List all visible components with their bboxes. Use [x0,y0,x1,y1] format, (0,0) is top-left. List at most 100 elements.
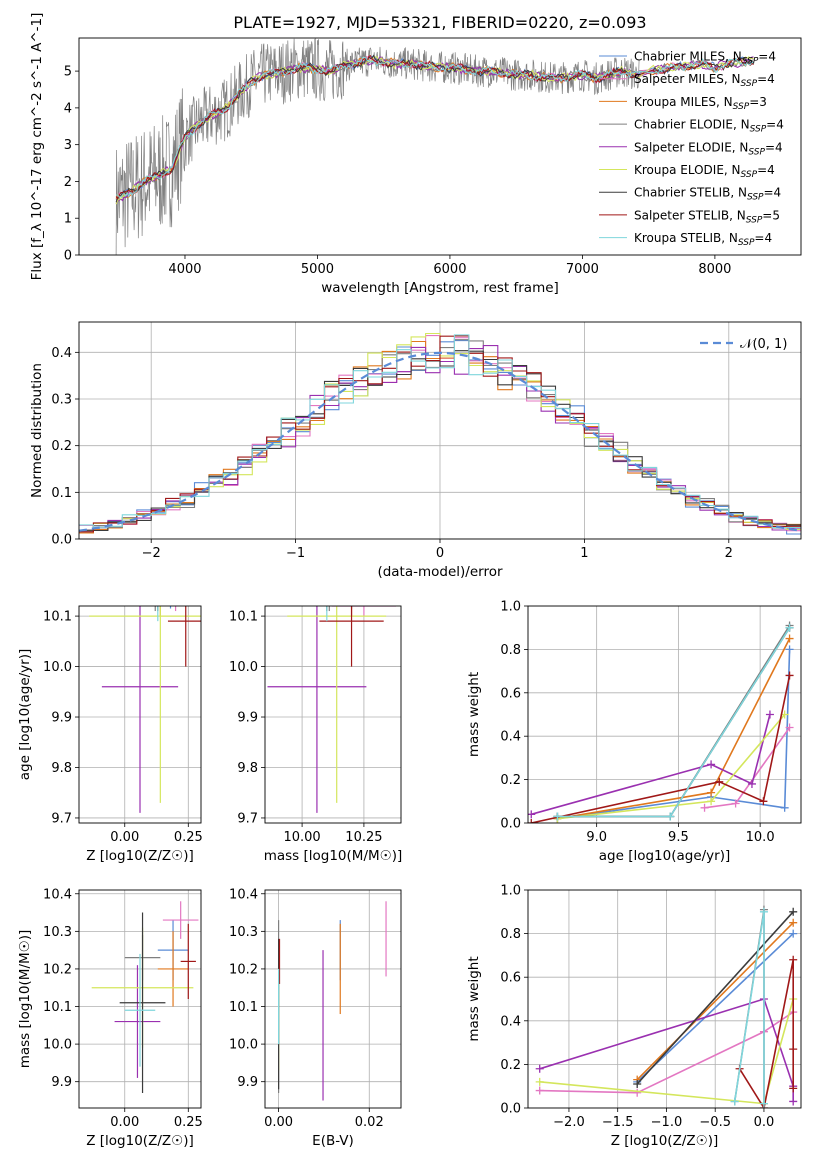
y-tick-label: 9.9 [237,1075,258,1090]
weight-marker [759,907,768,916]
y-tick-label: 10.2 [43,962,72,977]
x-tick-label: 10.0 [746,830,775,845]
legend-label: Chabrier MILES, NSSP=4 [634,50,776,67]
legend-label: Salpeter STELIB, NSSP=5 [634,208,780,225]
weight-line-kroupa-miles [636,922,794,1081]
x-tick-label: 1 [580,546,588,561]
weight-line-salpeter-miles [539,1011,794,1094]
y-tick-label: 10.0 [229,660,258,675]
y-tick-label: 0.8 [500,927,521,942]
y-tick-label: 10.4 [43,887,72,902]
y-tick-label: 5 [64,65,72,80]
weight-line-chabrier-stelib [557,627,791,818]
y-tick-label: 10.4 [229,887,258,902]
plot-area [79,322,801,539]
legend-label: Kroupa STELIB, NSSP=4 [634,231,772,248]
plot-area [528,890,801,1108]
y-tick-label: 10.0 [229,1038,258,1053]
panel-mass-vs-Z: 0.00 0.25 9.9 10.0 10.1 10.2 10.3 10.4 Z [log10(… [17,887,203,1149]
y-tick-label: 1.0 [500,884,521,899]
weight-marker [528,810,536,819]
y-tick-label: 10.3 [43,925,72,940]
legend-label: Kroupa ELODIE, NSSP=4 [634,163,775,180]
weight-line-chabrier-elodie [557,625,791,818]
weight-marker [535,1064,544,1073]
weight-marker [759,1099,768,1108]
legend-label: Salpeter ELODIE, NSSP=4 [634,140,783,157]
weight-line-salpeter-stelib [738,959,794,1108]
weight-marker [535,1086,544,1095]
x-axis-label: (data-model)/error [377,564,503,580]
x-tick-label: 6000 [433,262,466,277]
panel-weight-vs-Z: −2.0 −1.5 −1.0 −0.5 0.0 0.0 0.2 0.4 0.6 0.8 1.0 Z [… [466,884,802,1149]
axes-frame [78,605,202,824]
panel-mass-vs-EBV: 0.00 0.02 9.9 10.0 10.1 10.2 10.3 10.4 E(B-V) [229,887,402,1149]
weight-marker [785,623,794,632]
x-tick-label: 9.0 [586,830,607,845]
y-tick-label: 0.0 [51,533,72,548]
y-tick-label: 10.2 [229,962,258,977]
plot-area [528,606,801,823]
y-tick-label: 0.3 [51,393,72,408]
weight-marker [747,779,756,788]
plot-area [265,606,401,823]
axes-frame [527,889,802,1109]
panel-age-vs-mass: 10.00 10.25 9.7 9.8 9.9 10.0 10.1 mass [log10(M… [229,605,402,864]
y-tick-label: 10.0 [43,660,72,675]
normal-curve [79,351,801,532]
y-tick-label: 0.0 [500,1102,521,1117]
y-tick-label: 9.8 [237,761,258,776]
x-tick-label: −0.5 [699,1115,731,1130]
x-tick-label: 0.00 [264,1115,293,1130]
x-tick-label: 0.00 [110,1115,139,1130]
weight-marker [707,760,716,769]
axes-frame [264,889,402,1109]
x-axis-label: wavelength [Angstrom, rest frame] [321,280,559,296]
legend-label: 𝒩(0, 1) [740,337,787,352]
figure-title: PLATE=1927, MJD=53321, FIBERID=0220, z=0… [233,13,646,32]
y-axis-label: Normed distribution [29,363,45,498]
weight-marker [789,1045,798,1054]
y-tick-label: 0.0 [500,817,521,832]
y-tick-label: 9.7 [237,811,258,826]
x-tick-label: −1.0 [651,1115,683,1130]
weight-line-chabrier-miles [557,649,791,820]
y-tick-label: 0.4 [500,730,521,745]
axes-frame [78,889,202,1109]
y-axis-label: age [log10(age/yr)] [17,649,33,781]
x-tick-label: 10.25 [345,830,382,845]
x-axis-label: Z [log10(Z/Z☉)] [611,1133,719,1149]
panel-residuals: −2 −1 0 1 2 0.0 0.1 0.2 0.3 0.4 (data-model)/error… [29,321,802,580]
x-tick-label: 0 [436,546,444,561]
axes-frame [78,37,802,256]
weight-marker [535,1077,544,1086]
y-tick-label: 10.1 [229,1000,258,1015]
y-tick-label: 9.9 [237,711,258,726]
plot-area [79,890,201,1108]
panel-weight-vs-age: 9.0 9.5 10.0 0.0 0.2 0.4 0.6 0.8 1.0 age [log10(a… [466,600,802,864]
weight-line-salpeter-stelib [531,675,791,823]
x-axis-label: Z [log10(Z/Z☉)] [86,1133,194,1149]
weight-marker [700,803,709,812]
weight-marker [789,1084,798,1093]
x-tick-label: −2.0 [553,1115,585,1130]
weight-line-kroupa-stelib [557,627,791,818]
weight-marker [759,797,768,806]
y-tick-label: 10.0 [43,1038,72,1053]
x-tick-label: 9.5 [668,830,689,845]
y-tick-label: 0.4 [500,1014,521,1029]
y-tick-label: 1.0 [500,600,521,615]
y-tick-label: 4 [64,101,72,116]
x-tick-label: −1.5 [602,1115,634,1130]
weight-marker [715,777,724,786]
weight-marker [707,797,716,806]
weight-marker [765,710,774,719]
x-axis-label: E(B-V) [312,1133,354,1149]
weight-line-chabrier-stelib [636,911,794,1085]
plot-area [265,890,401,1108]
weight-marker [666,812,675,821]
y-axis-label: mass weight [466,956,482,1041]
weight-marker [780,803,789,812]
x-tick-label: 0.00 [110,830,139,845]
y-tick-label: 2 [64,175,72,190]
